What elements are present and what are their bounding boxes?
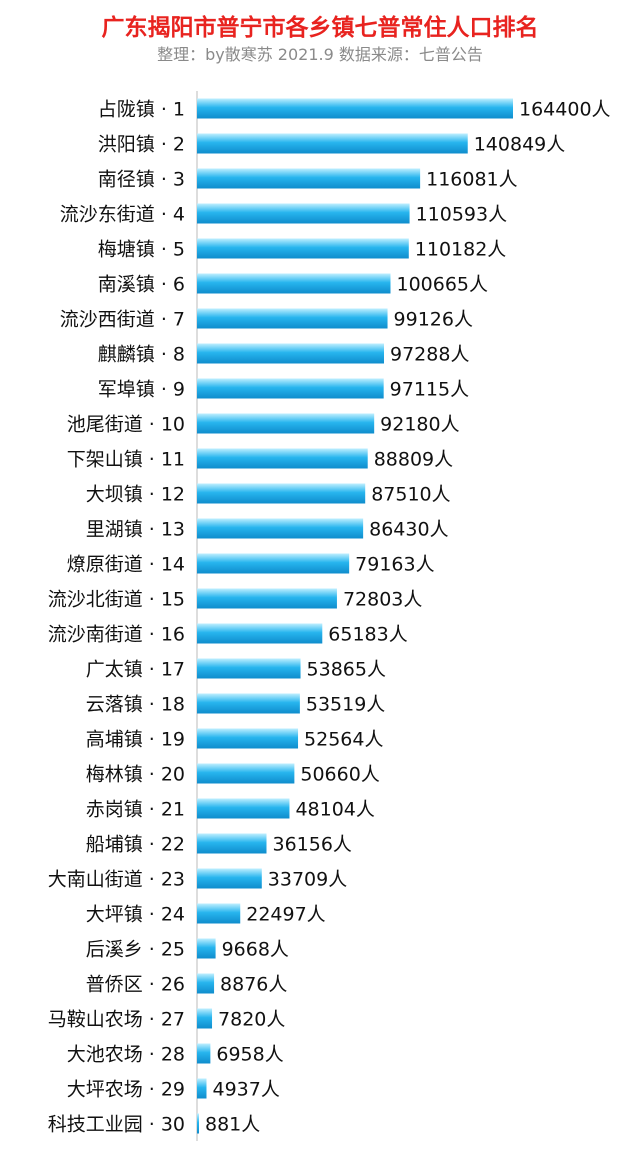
- category-label: 南径镇 · 3: [98, 169, 185, 191]
- category-label: 科技工业园 · 30: [48, 1114, 185, 1136]
- bar: [197, 1043, 211, 1064]
- bar: [197, 798, 290, 819]
- value-label: 48104人: [295, 799, 374, 821]
- category-label: 下架山镇 · 11: [67, 449, 185, 471]
- bar: [197, 413, 375, 434]
- bar: [197, 833, 267, 854]
- bar: [197, 273, 391, 294]
- bar: [197, 238, 409, 259]
- value-label: 99126人: [394, 309, 473, 331]
- bar: [197, 623, 323, 644]
- value-label: 33709人: [268, 869, 347, 891]
- value-label: 100665人: [396, 274, 488, 296]
- value-label: 79163人: [355, 554, 434, 576]
- value-label: 164400人: [519, 99, 611, 121]
- category-label: 大坝镇 · 12: [86, 484, 185, 506]
- category-label: 大池农场 · 28: [67, 1044, 185, 1066]
- category-label: 池尾街道 · 10: [67, 414, 185, 436]
- value-label: 9668人: [222, 939, 289, 961]
- value-label: 110182人: [415, 239, 507, 261]
- value-label: 7820人: [218, 1009, 285, 1031]
- category-label: 广太镇 · 17: [86, 659, 185, 681]
- value-label: 881人: [205, 1114, 260, 1136]
- bar: [197, 308, 388, 329]
- value-label: 65183人: [328, 624, 407, 646]
- bar: [197, 168, 421, 189]
- bar: [197, 133, 468, 154]
- bar: [197, 588, 337, 609]
- bar: [197, 658, 301, 679]
- value-label: 140849人: [474, 134, 566, 156]
- category-label: 流沙南街道 · 16: [48, 624, 185, 646]
- category-label: 船埔镇 · 22: [86, 834, 185, 856]
- category-label: 大南山街道 · 23: [48, 869, 185, 891]
- bar: [197, 973, 215, 994]
- value-label: 87510人: [371, 484, 450, 506]
- category-label: 马鞍山农场 · 27: [48, 1009, 185, 1031]
- value-label: 88809人: [374, 449, 453, 471]
- category-label: 占陇镇 · 1: [98, 99, 185, 121]
- bar: [197, 448, 368, 469]
- category-label: 后溪乡 · 25: [86, 939, 185, 961]
- bar: [197, 693, 300, 714]
- value-label: 36156人: [272, 834, 351, 856]
- value-label: 97115人: [390, 379, 469, 401]
- value-label: 8876人: [220, 974, 287, 996]
- bar: [197, 1113, 199, 1134]
- category-label: 普侨区 · 26: [86, 974, 185, 996]
- bar: [197, 483, 366, 504]
- category-label: 梅塘镇 · 5: [98, 239, 185, 261]
- value-label: 72803人: [343, 589, 422, 611]
- bar: [197, 1008, 213, 1029]
- value-label: 116081人: [426, 169, 518, 191]
- bar: [197, 378, 384, 399]
- bar: [197, 1078, 207, 1099]
- bar: [197, 518, 364, 539]
- value-label: 53519人: [306, 694, 385, 716]
- value-label: 52564人: [304, 729, 383, 751]
- value-label: 97288人: [390, 344, 469, 366]
- category-label: 大坪镇 · 24: [86, 904, 185, 926]
- category-label: 里湖镇 · 13: [86, 519, 185, 541]
- value-label: 53865人: [307, 659, 386, 681]
- category-label: 流沙北街道 · 15: [48, 589, 185, 611]
- bar: [197, 903, 241, 924]
- category-label: 流沙东街道 · 4: [60, 204, 185, 226]
- bar: [197, 728, 299, 749]
- category-label: 洪阳镇 · 2: [98, 134, 185, 156]
- category-label: 军埠镇 · 9: [98, 379, 185, 401]
- value-label: 22497人: [246, 904, 325, 926]
- bar: [197, 98, 513, 119]
- bar: [197, 343, 385, 364]
- value-label: 92180人: [380, 414, 459, 436]
- bar: [197, 553, 350, 574]
- category-label: 麒麟镇 · 8: [98, 344, 185, 366]
- bar: [197, 868, 262, 889]
- value-label: 110593人: [416, 204, 508, 226]
- category-label: 梅林镇 · 20: [86, 764, 185, 786]
- category-label: 南溪镇 · 6: [98, 274, 185, 296]
- chart-title: 广东揭阳市普宁市各乡镇七普常住人口排名: [102, 14, 539, 41]
- value-label: 86430人: [369, 519, 448, 541]
- category-label: 云落镇 · 18: [86, 694, 185, 716]
- value-label: 50660人: [300, 764, 379, 786]
- chart-subtitle: 整理：by散寒苏 2021.9 数据来源：七普公告: [157, 45, 483, 64]
- bar: [197, 763, 295, 784]
- value-label: 4937人: [212, 1079, 279, 1101]
- bar: [197, 203, 410, 224]
- category-label: 燎原街道 · 14: [67, 554, 185, 576]
- bar: [197, 938, 216, 959]
- category-label: 大坪农场 · 29: [67, 1079, 185, 1101]
- value-label: 6958人: [216, 1044, 283, 1066]
- category-label: 赤岗镇 · 21: [86, 799, 185, 821]
- category-label: 高埔镇 · 19: [86, 729, 185, 751]
- category-label: 流沙西街道 · 7: [60, 309, 185, 331]
